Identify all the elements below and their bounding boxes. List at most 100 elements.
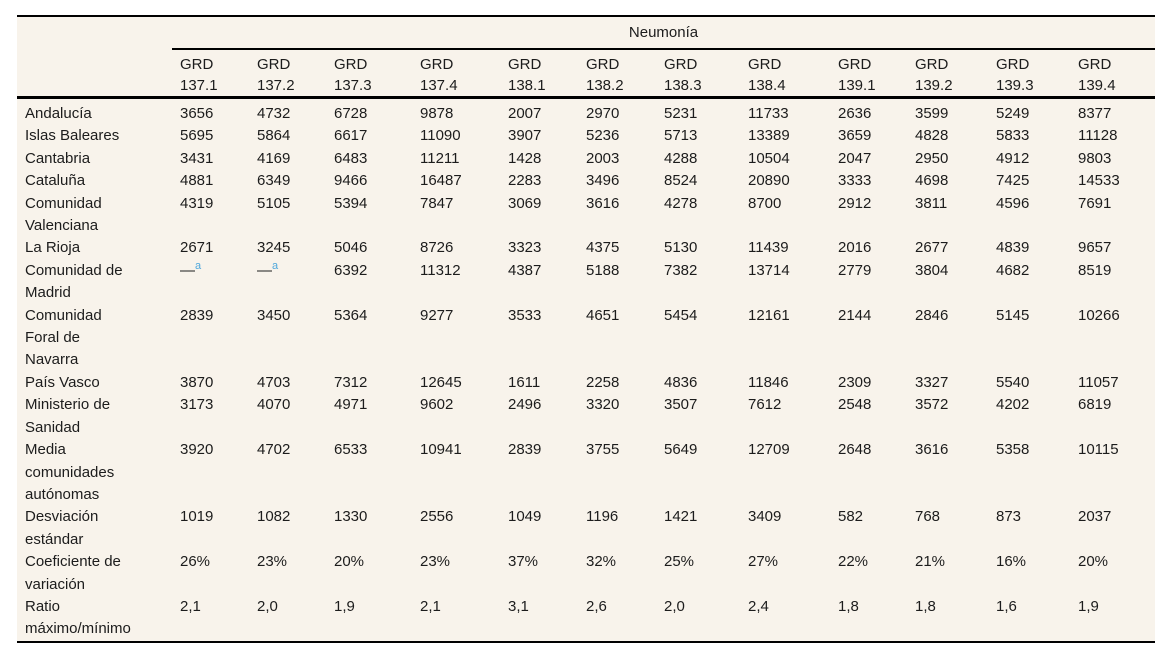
header-row: GRD 137.1 GRD 137.2 GRD 137.3 GRD 137.4 GRD 138.1…	[17, 49, 1156, 99]
data-cell: 23%	[257, 553, 288, 571]
data-cell: 5145	[996, 306, 1030, 324]
data-cell: 3496	[586, 172, 620, 190]
table-row: Comunidad de Madrid —a —a 6392 11312 4387 5188…	[17, 260, 1155, 305]
data-cell: 2556	[420, 508, 454, 526]
table-row: Cantabria 3431 4169 6483 11211 1428 2003 4288 10…	[17, 148, 1155, 170]
data-cell: 2548	[838, 396, 872, 414]
data-cell: 4836	[664, 373, 698, 391]
data-cell: 4971	[334, 396, 368, 414]
data-cell: 10266	[1078, 306, 1120, 324]
data-cell: 32%	[586, 553, 617, 571]
data-cell: 2677	[915, 239, 949, 257]
row-label: Ratio máximo/mínimo	[25, 597, 131, 638]
data-cell: 4288	[664, 149, 698, 167]
row-label: Cantabria	[25, 149, 91, 167]
data-cell: 25%	[664, 553, 695, 571]
data-cell: 4702	[257, 441, 291, 459]
table-body: Andalucía 3656 4732 6728 9878 2007 2970 5231 117…	[17, 98, 1155, 642]
data-cell: 7382	[664, 261, 698, 279]
data-cell: 11090	[420, 127, 461, 145]
data-cell: 1611	[508, 373, 541, 391]
data-cell: 12161	[748, 306, 790, 324]
data-cell: 3533	[508, 306, 542, 324]
footnote-link[interactable]: a	[272, 259, 279, 272]
data-cell: 4278	[664, 194, 698, 212]
data-cell: 5130	[664, 239, 698, 257]
data-cell: 4070	[257, 396, 291, 414]
data-cell: 16%	[996, 553, 1027, 571]
data-cell: 2648	[838, 441, 872, 459]
data-cell: 1,8	[915, 597, 936, 615]
data-cell: 1,9	[334, 597, 355, 615]
data-cell: 1196	[586, 508, 619, 526]
data-cell: 11733	[748, 105, 789, 122]
table-row: Ministerio de Sanidad 3173 4070 4971 9602 249…	[17, 394, 1155, 439]
table-row: Desviación estándar 1019 1082 1330 2556 1049 1…	[17, 506, 1155, 551]
table-row: Cataluña 4881 6349 9466 16487 2283 3496 8524 208…	[17, 170, 1155, 192]
data-cell: 5188	[586, 261, 620, 279]
data-cell: 5454	[664, 306, 698, 324]
row-label: Media comunidades autónomas	[25, 441, 115, 503]
data-cell: 8377	[1078, 105, 1112, 122]
data-cell: 2037	[1078, 508, 1112, 526]
table-row: Andalucía 3656 4732 6728 9878 2007 2970 5231 117…	[17, 98, 1155, 126]
table-row: Comunidad Valenciana 4319 5105 5394 7847 3069…	[17, 193, 1155, 238]
data-cell: 3870	[180, 373, 214, 391]
data-cell: 13389	[748, 127, 790, 145]
data-cell: 22%	[838, 553, 869, 571]
data-cell: 4881	[180, 172, 214, 190]
data-cell: 2,4	[748, 597, 769, 615]
data-cell: 5713	[664, 127, 698, 145]
column-header: GRD 138.1	[500, 49, 578, 99]
data-cell: 2839	[180, 306, 214, 324]
table-row: Media comunidades autónomas 3920 4702 6533 1…	[17, 439, 1155, 506]
data-cell: 4682	[996, 261, 1030, 279]
data-cell: 3409	[748, 508, 782, 526]
data-cell: 5249	[996, 105, 1030, 122]
corner-cell	[17, 16, 172, 49]
data-cell: 4732	[257, 105, 291, 122]
data-cell: 4651	[586, 306, 620, 324]
data-cell: 13714	[748, 261, 790, 279]
data-cell: 582	[838, 508, 864, 526]
data-cell: 26%	[180, 553, 211, 571]
data-cell: 873	[996, 508, 1022, 526]
data-cell: 6349	[257, 172, 291, 190]
column-header: GRD 139.2	[907, 49, 988, 99]
data-cell: 1,6	[996, 597, 1017, 615]
data-cell: 2,1	[420, 597, 441, 615]
data-cell: 2779	[838, 261, 872, 279]
data-cell: 4839	[996, 239, 1030, 257]
data-cell: 4375	[586, 239, 620, 257]
data-cell: 3323	[508, 239, 542, 257]
data-cell: 1421	[664, 508, 698, 526]
data-cell: 27%	[748, 553, 779, 571]
data-cell: 5649	[664, 441, 698, 459]
data-cell: 9878	[420, 105, 454, 122]
data-cell: 20%	[334, 553, 365, 571]
data-cell: 2,0	[257, 597, 278, 615]
data-cell: 1082	[257, 508, 291, 526]
data-cell: 9602	[420, 396, 454, 414]
title-row: Neumonía	[17, 16, 1156, 50]
data-cell: 3599	[915, 105, 949, 122]
data-cell: 5394	[334, 194, 368, 212]
data-cell: 2016	[838, 239, 872, 257]
data-cell: 4596	[996, 194, 1030, 212]
data-cell: 10941	[420, 441, 462, 459]
data-cell: 16487	[420, 172, 462, 190]
table-row: País Vasco 3870 4703 7312 12645 1611 2258 4836 1…	[17, 372, 1155, 394]
data-cell: 2003	[586, 149, 620, 167]
row-label: País Vasco	[25, 373, 100, 391]
data-cell: 7425	[996, 172, 1030, 190]
column-header: GRD 138.4	[740, 49, 830, 99]
data-cell: 3907	[508, 127, 542, 145]
row-label: Coeficiente de variación	[25, 553, 121, 593]
row-label: Comunidad de Madrid	[25, 261, 123, 302]
table-title: Neumonía	[172, 16, 1156, 50]
data-cell: 10115	[1078, 441, 1119, 459]
data-cell: 3616	[915, 441, 949, 459]
footnote-link[interactable]: a	[195, 259, 202, 272]
data-cell: 3656	[180, 105, 214, 122]
